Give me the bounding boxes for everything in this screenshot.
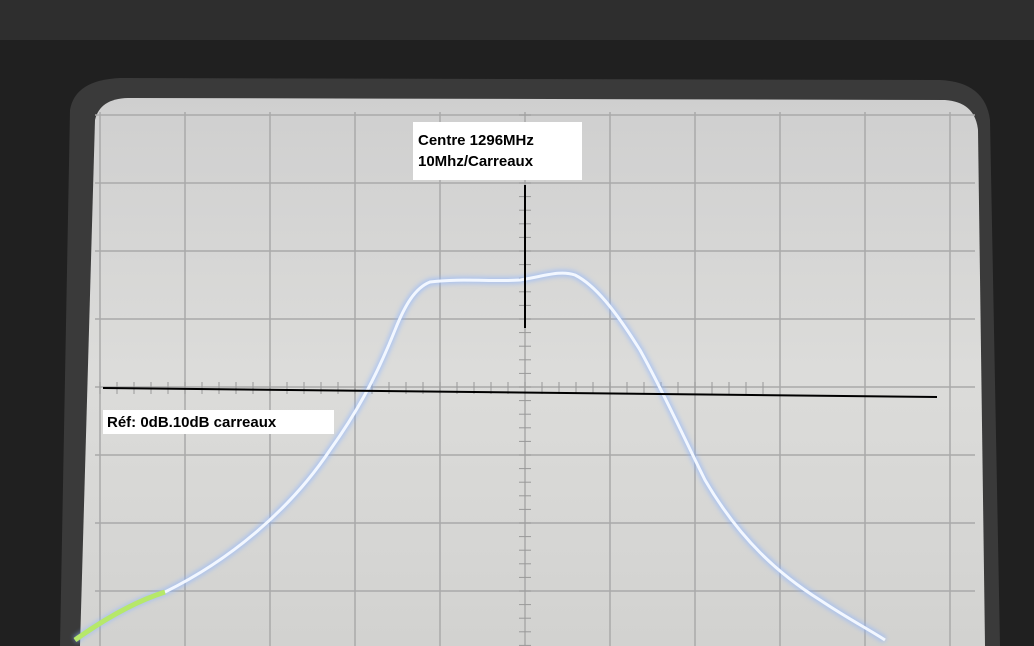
center-label: Centre 1296MHz (418, 132, 534, 149)
analyzer-photo: Centre 1296MHz 10Mhz/Carreaux Réf: 0dB.1… (0, 0, 1034, 646)
center-box (413, 122, 582, 180)
bezel-top (0, 0, 1034, 40)
span-label: 10Mhz/Carreaux (418, 153, 534, 170)
page: Centre 1296MHz 10Mhz/Carreaux Réf: 0dB.1… (0, 0, 1034, 646)
reference-label: Réf: 0dB.10dB carreaux (107, 414, 277, 431)
